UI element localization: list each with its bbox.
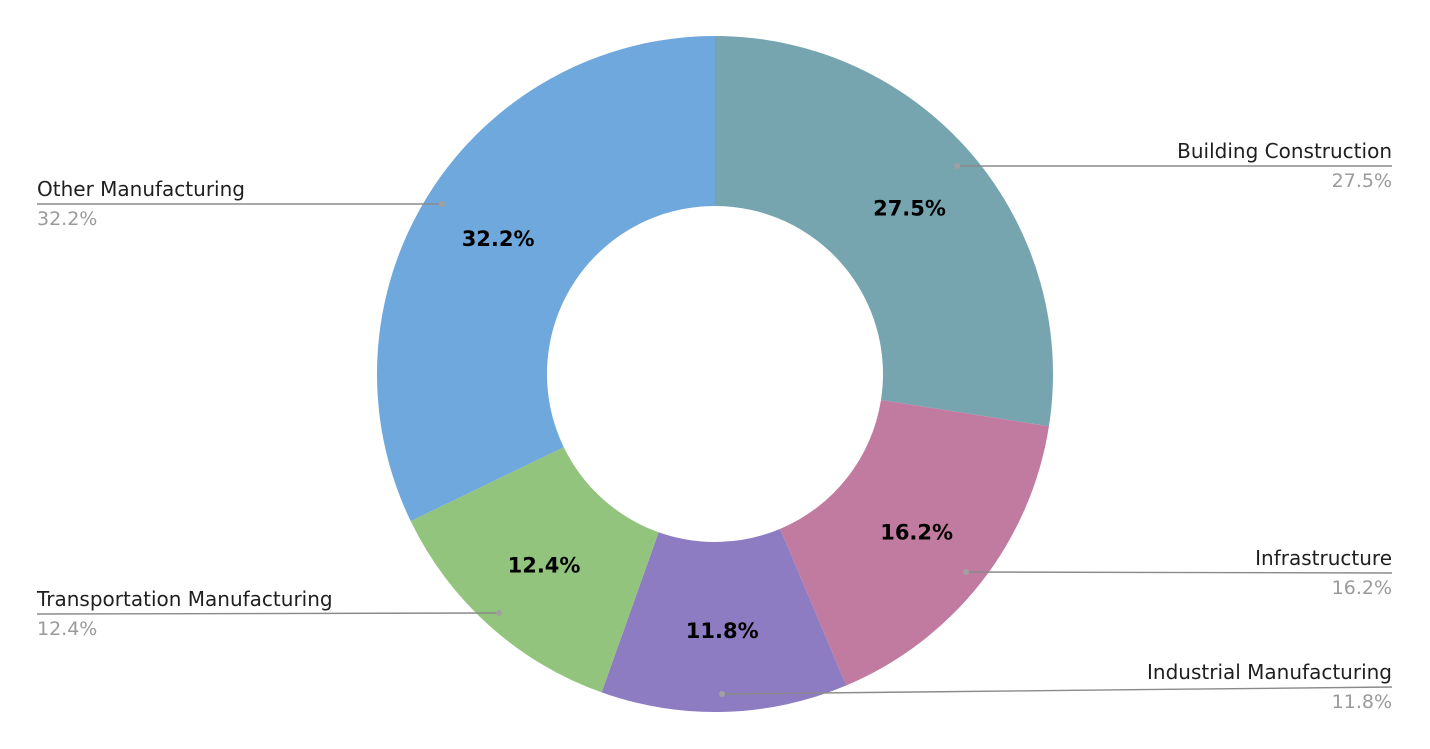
callout-dot-transportation-manufacturing — [496, 610, 502, 616]
slice-infrastructure[interactable] — [780, 399, 1049, 686]
slice-industrial-manufacturing[interactable] — [601, 528, 847, 712]
callout-value-building-construction: 27.5% — [1332, 170, 1392, 192]
slice-other-manufacturing[interactable] — [377, 36, 715, 522]
slice-transportation-manufacturing[interactable] — [410, 447, 659, 693]
callout-line-transportation-manufacturing — [36, 612, 500, 615]
callout-value-other-manufacturing: 32.2% — [37, 208, 97, 230]
slice-labels: 27.5% 16.2% 11.8% 12.4% 32.2% — [462, 197, 953, 643]
slice-label-building-construction: 27.5% — [873, 197, 946, 221]
callout-name-transportation-manufacturing: Transportation Manufacturing — [36, 587, 333, 611]
donut-slices — [377, 36, 1053, 712]
callout-name-industrial-manufacturing: Industrial Manufacturing — [1147, 660, 1392, 684]
slice-label-infrastructure: 16.2% — [880, 521, 953, 545]
callout-dot-building-construction — [954, 163, 960, 169]
slice-label-transportation-manufacturing: 12.4% — [508, 554, 581, 578]
callouts: Building Construction 27.5% Infrastructure… — [36, 139, 1393, 713]
callout-value-infrastructure: 16.2% — [1332, 577, 1392, 599]
callout-line-infrastructure — [965, 571, 1393, 574]
slice-label-other-manufacturing: 32.2% — [462, 227, 535, 251]
callout-dot-industrial-manufacturing — [719, 691, 725, 697]
slice-building-construction[interactable] — [715, 36, 1053, 427]
callout-name-infrastructure: Infrastructure — [1255, 546, 1392, 570]
slice-label-industrial-manufacturing: 11.8% — [686, 619, 759, 643]
callout-dot-infrastructure — [963, 569, 969, 575]
callout-dot-other-manufacturing — [439, 201, 445, 207]
callout-name-building-construction: Building Construction — [1177, 139, 1392, 163]
callout-line-industrial-manufacturing — [721, 686, 1393, 695]
callout-name-other-manufacturing: Other Manufacturing — [37, 177, 245, 201]
callout-value-industrial-manufacturing: 11.8% — [1332, 691, 1392, 713]
callout-value-transportation-manufacturing: 12.4% — [37, 618, 97, 640]
